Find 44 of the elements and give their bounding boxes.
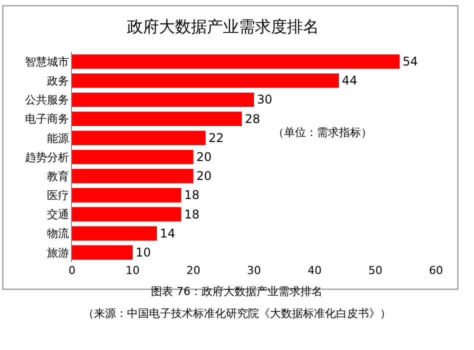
text: （来源：中国电子技术标准化研究院《大数据标准化白皮书》） [83, 307, 391, 320]
y-tick-label: 智慧城市 [24, 55, 69, 68]
annotation: （单位：需求指标） [273, 126, 372, 139]
bar [72, 245, 133, 260]
y-tick-label: 电子商务 [24, 112, 69, 126]
bar [72, 112, 242, 126]
data-label: 44 [342, 74, 358, 88]
bar [72, 207, 182, 222]
data-label: 18 [184, 207, 200, 222]
bar [72, 150, 194, 164]
y-tick-label: 教育 [46, 170, 69, 183]
bar [72, 168, 194, 184]
x-tick-label: 30 [247, 264, 261, 277]
data-label: 30 [257, 92, 272, 107]
data-label: 20 [196, 169, 212, 184]
bar [72, 130, 206, 146]
y-tick-label: 物流 [46, 227, 69, 240]
data-label: 10 [136, 245, 151, 260]
data-label: 14 [160, 226, 176, 240]
data-label: 54 [402, 54, 418, 69]
bar [72, 188, 182, 202]
bar [72, 54, 400, 69]
x-tick-label: 40 [308, 264, 322, 277]
bar [72, 226, 157, 241]
data-label: 22 [208, 130, 224, 145]
y-tick-label: 交通 [46, 208, 69, 222]
y-tick-label: 医疗 [46, 189, 69, 202]
data-label: 20 [196, 150, 212, 164]
y-tick-label: 政务 [46, 74, 69, 88]
x-tick-label: 10 [126, 264, 140, 277]
bar [72, 92, 254, 107]
text: 图表 76：政府大数据产业需求排名 [151, 285, 322, 298]
y-tick-label: 能源 [46, 132, 69, 145]
chart-title: 政府大数据产业需求度排名 [126, 17, 319, 36]
data-label: 18 [184, 188, 200, 202]
x-tick-label: 50 [368, 264, 382, 277]
x-tick-label: 20 [186, 264, 200, 277]
x-tick-label: 0 [68, 264, 76, 277]
data-label: 28 [244, 112, 260, 126]
y-tick-label: 旅游 [46, 246, 69, 260]
x-tick-label: 60 [429, 264, 443, 277]
y-tick-label: 趋势分析 [24, 150, 69, 164]
y-tick-label: 公共服务 [24, 94, 69, 107]
bar [72, 73, 339, 88]
